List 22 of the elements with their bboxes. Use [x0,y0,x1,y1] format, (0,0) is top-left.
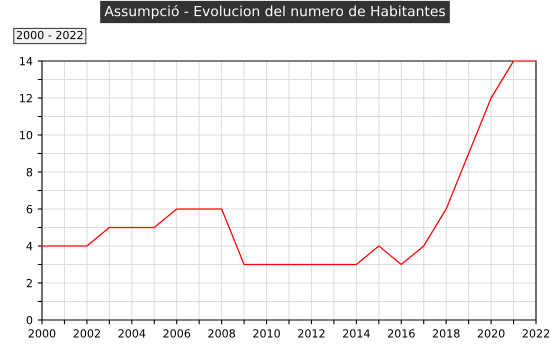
x-tick-label: 2022 [522,329,550,338]
x-tick-label: 2006 [163,329,190,338]
chart-title: Assumpció - Evolucion del numero de Habitantes [104,5,445,19]
x-tick-label: 2008 [208,329,236,338]
x-tick-label: 2002 [74,329,100,338]
x-tick-label: 2014 [343,329,370,338]
text: 2000 - 2022 [16,30,83,40]
x-tick-label: 2020 [478,329,504,338]
x-tick-label: 2012 [298,329,324,338]
y-tick-label: 12 [20,94,32,102]
x-tick-label: 2000 [28,329,56,338]
x-tick-label: 2010 [253,329,280,338]
y-tick-label: 6 [26,204,32,214]
y-tick-label: 10 [20,130,32,140]
y-tick-label: 14 [20,57,32,66]
x-tick-label: 2016 [388,329,415,338]
y-tick-label: 2 [26,278,32,288]
x-tick-label: 2018 [432,329,460,338]
y-tick-label: 0 [26,316,32,324]
x-tick-label: 2004 [118,329,146,338]
y-tick-label: 8 [26,168,32,176]
y-tick-label: 4 [26,242,32,250]
